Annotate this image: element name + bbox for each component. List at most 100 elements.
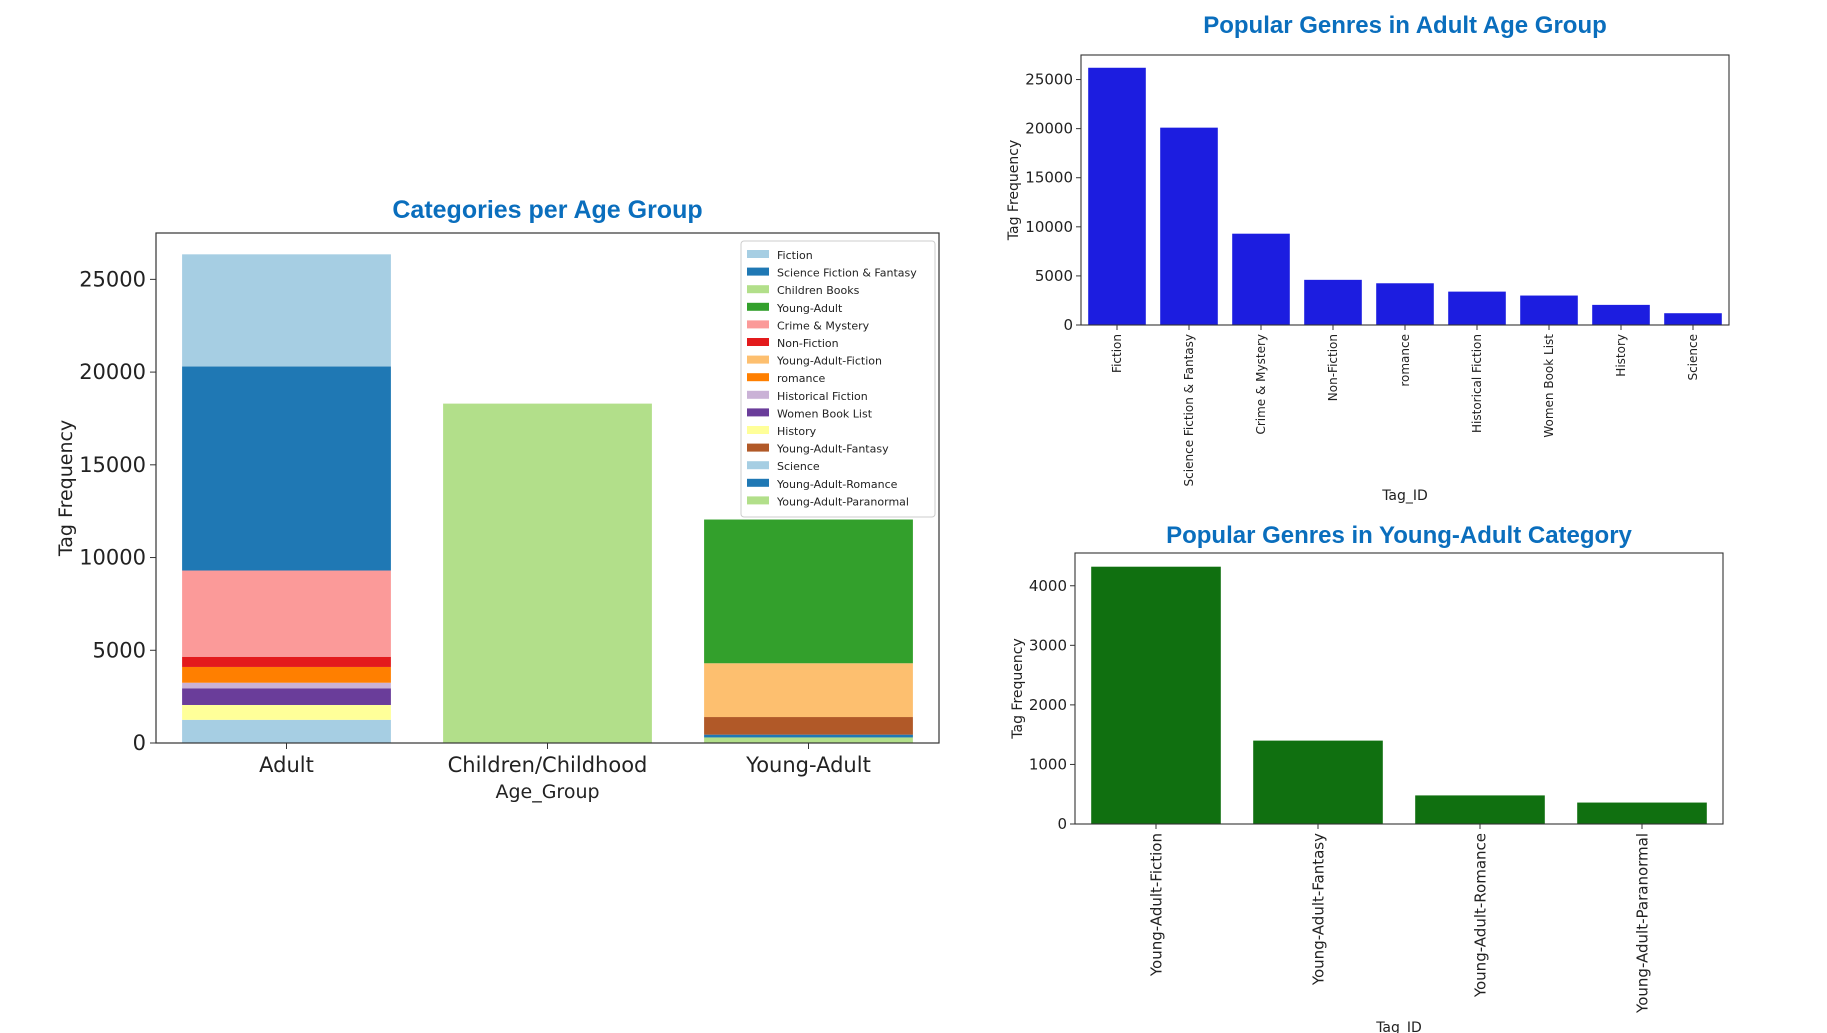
legend-swatch [747,355,769,364]
y-tick-label: 20000 [1025,120,1073,138]
x-tick-label: Young-Adult-Fiction [1147,833,1165,977]
bar [1664,313,1722,325]
bar-segment-romance [182,666,391,683]
bar-segment-women-book-list [182,688,391,705]
bar-segment-young-adult-paranormal [704,737,913,743]
legend-swatch [747,478,769,487]
y-tick-label: 10000 [1025,218,1073,236]
legend-entry: Science Fiction & Fantasy [777,267,917,280]
legend-entry: Women Book List [777,407,873,420]
legend-swatch [747,320,769,329]
bar [1088,67,1146,325]
legend-entry: Science [777,460,820,473]
bar-segment-crime-mystery [182,570,391,657]
x-tick-label: Science [1686,334,1700,381]
legend-swatch [747,443,769,452]
bar-segment-young-adult-fantasy [704,717,913,735]
y-tick-label: 5000 [93,638,146,662]
legend-entry: Non-Fiction [777,337,839,350]
adult-genres-bar-chart: Popular Genres in Adult Age Group 0 5000 10… [1006,12,1730,504]
y-tick-label: 0 [133,731,146,755]
y-tick-label: 0 [1057,815,1067,833]
x-tick-label: Young-Adult-Fantasy [1309,833,1327,986]
legend-swatch [747,338,769,346]
legend-entry: romance [777,372,825,385]
x-tick-label: Children/Childhood [448,753,648,777]
legend-swatch [747,408,769,417]
x-tick-label: Science Fiction & Fantasy [1182,334,1196,486]
x-axis-label: Tag_ID [1381,488,1428,504]
x-axis-label: Tag_ID [1375,1020,1422,1033]
legend-swatch [747,285,769,294]
plot-frame [1080,54,1730,326]
bar-segment-history [182,704,391,720]
bar [1577,802,1707,824]
y-tick-label: 4000 [1029,577,1067,595]
x-tick-label: Young-Adult-Paranormal [1633,833,1651,1014]
bar [1448,291,1506,325]
legend-entry: Young-Adult-Paranormal [776,495,909,508]
bar [1376,283,1434,325]
x-tick-label: Crime & Mystery [1254,334,1268,435]
y-tick-label: 15000 [1025,169,1073,187]
y-tick-label: 1000 [1029,755,1067,773]
bar-segment-young-adult-fiction [704,663,913,718]
bar [1160,127,1218,326]
legend-entry: Young-Adult-Romance [776,478,898,491]
bar-segment-children-books [443,403,652,743]
legend-entry: Young-Adult [776,302,843,315]
y-tick-label: 25000 [79,267,146,291]
chart-title: Popular Genres in Adult Age Group [1203,12,1607,39]
bar [1592,304,1650,325]
legend-swatch [747,496,769,505]
bar-segment-fiction [182,254,391,367]
x-tick-label: Adult [259,753,314,777]
y-tick-label: 3000 [1029,636,1067,654]
plot-frame [155,232,940,744]
y-tick-label: 2000 [1029,696,1067,714]
plot-frame [1074,552,1724,825]
bar-segment-young-adult-romance [704,734,913,738]
y-tick-label: 20000 [79,360,146,384]
y-tick-label: 15000 [79,453,146,477]
bar-segment-non-fiction [182,656,391,667]
bar [1520,295,1578,325]
legend-swatch [747,302,769,311]
x-tick-label: Women Book List [1542,334,1556,438]
x-tick-label: Fiction [1110,334,1124,373]
legend-entry: History [777,425,817,438]
x-tick-label: Non-Fiction [1326,334,1340,401]
y-tick-label: 0 [1063,316,1073,334]
legend-swatch [747,461,769,470]
y-axis-label: Tag Frequency [1010,638,1026,739]
legend-box [740,240,936,518]
bar [1415,795,1545,824]
y-axis-label: Tag Frequency [55,420,77,557]
legend-entry: Crime & Mystery [777,319,870,332]
x-tick-label: Young-Adult [745,753,871,777]
y-tick-label: 25000 [1025,71,1073,89]
bar [1232,233,1290,325]
x-tick-label: romance [1398,334,1412,387]
legend: Fiction Science Fiction & Fantasy Children… [740,240,936,518]
bar [1253,740,1383,824]
legend-swatch [747,267,769,276]
x-tick-label: Historical Fiction [1470,334,1484,433]
legend-entry: Children Books [777,284,860,297]
legend-swatch [747,390,769,399]
bar-segment-science [182,719,391,743]
chart-title: Popular Genres in Young-Adult Category [1166,522,1632,549]
legend-entry: Young-Adult-Fiction [776,355,882,368]
x-axis-label: Age_Group [495,781,599,803]
bar-segment-historical-fiction [182,682,391,689]
y-tick-label: 10000 [79,546,146,570]
legend-entry: Young-Adult-Fantasy [776,443,889,456]
y-axis-label: Tag Frequency [1006,140,1022,241]
legend-entry: Historical Fiction [777,390,868,403]
y-tick-label: 5000 [1035,267,1073,285]
legend-swatch [747,250,769,258]
bar [1091,566,1221,824]
legend-swatch [747,426,769,434]
stacked-bar-chart: Categories per Age Group 0 5000 10000 15000 2… [55,196,940,803]
